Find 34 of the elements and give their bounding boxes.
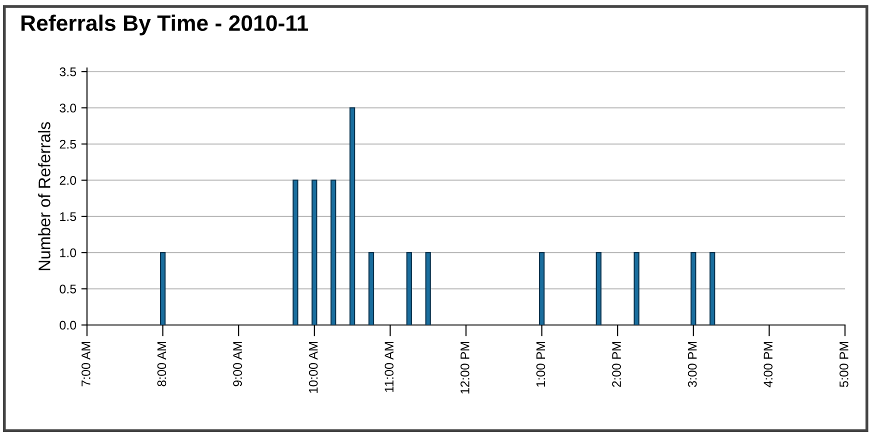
x-tick-label: 1:00 PM: [536, 342, 546, 387]
bar: [538, 252, 545, 325]
bar: [292, 180, 298, 325]
chart-title: Referrals By Time - 2010-11: [21, 14, 308, 36]
bar: [368, 252, 374, 325]
y-tick-label: 2.5: [60, 140, 76, 149]
x-tick-label: 3:00 PM: [688, 342, 697, 388]
x-tick-label: 7:00 AM: [82, 342, 90, 386]
bar: [160, 252, 166, 325]
x-tick-label: 10:00 AM: [308, 342, 318, 393]
x-tick-label: 9:00 AM: [233, 342, 242, 386]
bar: [349, 107, 356, 325]
x-tick-label: 5:00 PM: [840, 342, 848, 388]
x-tick-label: 12:00 PM: [460, 342, 470, 394]
bar: [596, 252, 602, 325]
bar: [690, 252, 696, 325]
bar: [312, 180, 318, 325]
x-tick-label: 8:00 AM: [157, 342, 166, 386]
y-tick-label: 1.0: [60, 248, 76, 258]
y-tick-label: 2.0: [60, 176, 76, 185]
bar: [330, 180, 336, 325]
y-tick-label: 0.0: [60, 320, 76, 330]
bar: [406, 252, 412, 325]
bar: [710, 252, 716, 325]
bar: [634, 252, 640, 325]
bar: [425, 252, 431, 325]
x-tick-label: 2:00 PM: [612, 342, 621, 387]
y-tick-label: 0.5: [60, 284, 76, 294]
x-tick-label: 11:00 AM: [384, 342, 394, 392]
x-tick-label: 4:00 PM: [764, 342, 773, 388]
y-tick-label: 1.5: [60, 212, 76, 222]
y-tick-label: 3.5: [60, 67, 76, 76]
y-tick-label: 3.0: [60, 104, 76, 112]
y-axis-title: Number of Referrals: [38, 122, 50, 270]
